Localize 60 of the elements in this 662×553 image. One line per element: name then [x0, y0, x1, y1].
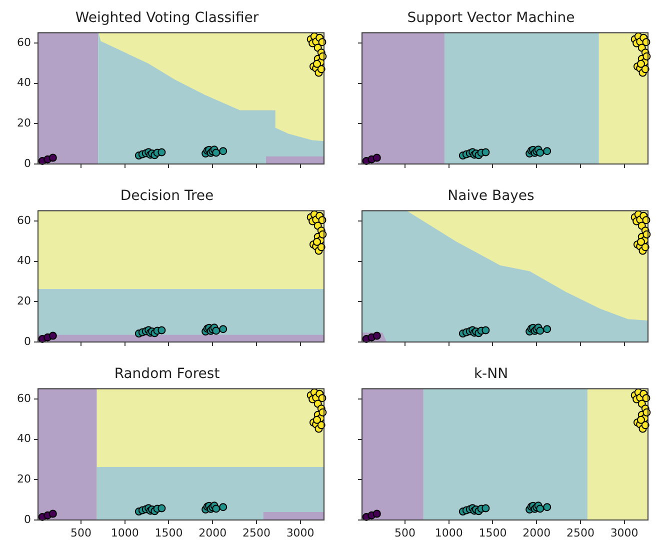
point	[372, 154, 381, 162]
point	[219, 147, 228, 156]
point	[372, 510, 381, 518]
x-tick-label: 2000	[198, 526, 227, 540]
point	[543, 147, 552, 156]
y-tick-label: 40	[17, 254, 31, 268]
point	[219, 503, 228, 512]
point	[482, 148, 490, 156]
point	[636, 60, 645, 68]
point	[312, 60, 321, 68]
point	[219, 325, 228, 334]
x-tick-label: 500	[70, 526, 92, 540]
point	[212, 326, 220, 335]
point	[48, 332, 57, 340]
y-tick-label: 0	[24, 512, 31, 526]
chart-title: k-NN	[474, 366, 508, 382]
y-tick-label: 20	[17, 116, 31, 130]
point	[48, 510, 57, 518]
x-tick-label: 2500	[242, 526, 270, 540]
point	[536, 504, 544, 513]
y-tick-label: 60	[17, 36, 31, 49]
point	[536, 148, 544, 157]
point	[636, 238, 645, 246]
point	[372, 332, 381, 340]
x-tick-label: 3000	[286, 526, 314, 540]
point	[636, 416, 645, 424]
x-tick-label: 3000	[610, 526, 638, 540]
y-tick-label: 0	[24, 334, 31, 348]
point	[543, 503, 552, 512]
point	[212, 148, 220, 157]
chart-title: Decision Tree	[120, 188, 214, 204]
point	[536, 326, 544, 335]
x-tick-label: 1500	[478, 526, 507, 540]
y-tick-label: 20	[17, 472, 31, 486]
point	[212, 504, 220, 513]
y-tick-label: 40	[17, 432, 31, 446]
point	[312, 238, 321, 246]
x-tick-label: 1500	[154, 526, 183, 540]
y-tick-label: 20	[17, 294, 31, 308]
point	[482, 504, 490, 512]
point	[158, 504, 166, 512]
point	[543, 325, 552, 334]
x-tick-label: 500	[394, 526, 416, 540]
point	[48, 154, 57, 162]
chart-title: Weighted Voting Classifier	[75, 10, 259, 26]
y-tick-label: 40	[17, 76, 31, 90]
point	[158, 148, 166, 156]
point	[312, 416, 321, 424]
x-tick-label: 2500	[566, 526, 594, 540]
y-tick-label: 0	[24, 156, 31, 170]
x-tick-label: 1000	[434, 526, 463, 540]
x-tick-label: 2000	[522, 526, 551, 540]
chart-title: Support Vector Machine	[407, 10, 575, 26]
point	[482, 326, 490, 334]
y-tick-label: 60	[17, 214, 31, 227]
x-tick-label: 1000	[110, 526, 139, 540]
chart-title: Naive Bayes	[448, 188, 534, 204]
chart-title: Random Forest	[114, 366, 220, 382]
y-tick-label: 60	[17, 392, 31, 405]
point	[158, 326, 166, 334]
